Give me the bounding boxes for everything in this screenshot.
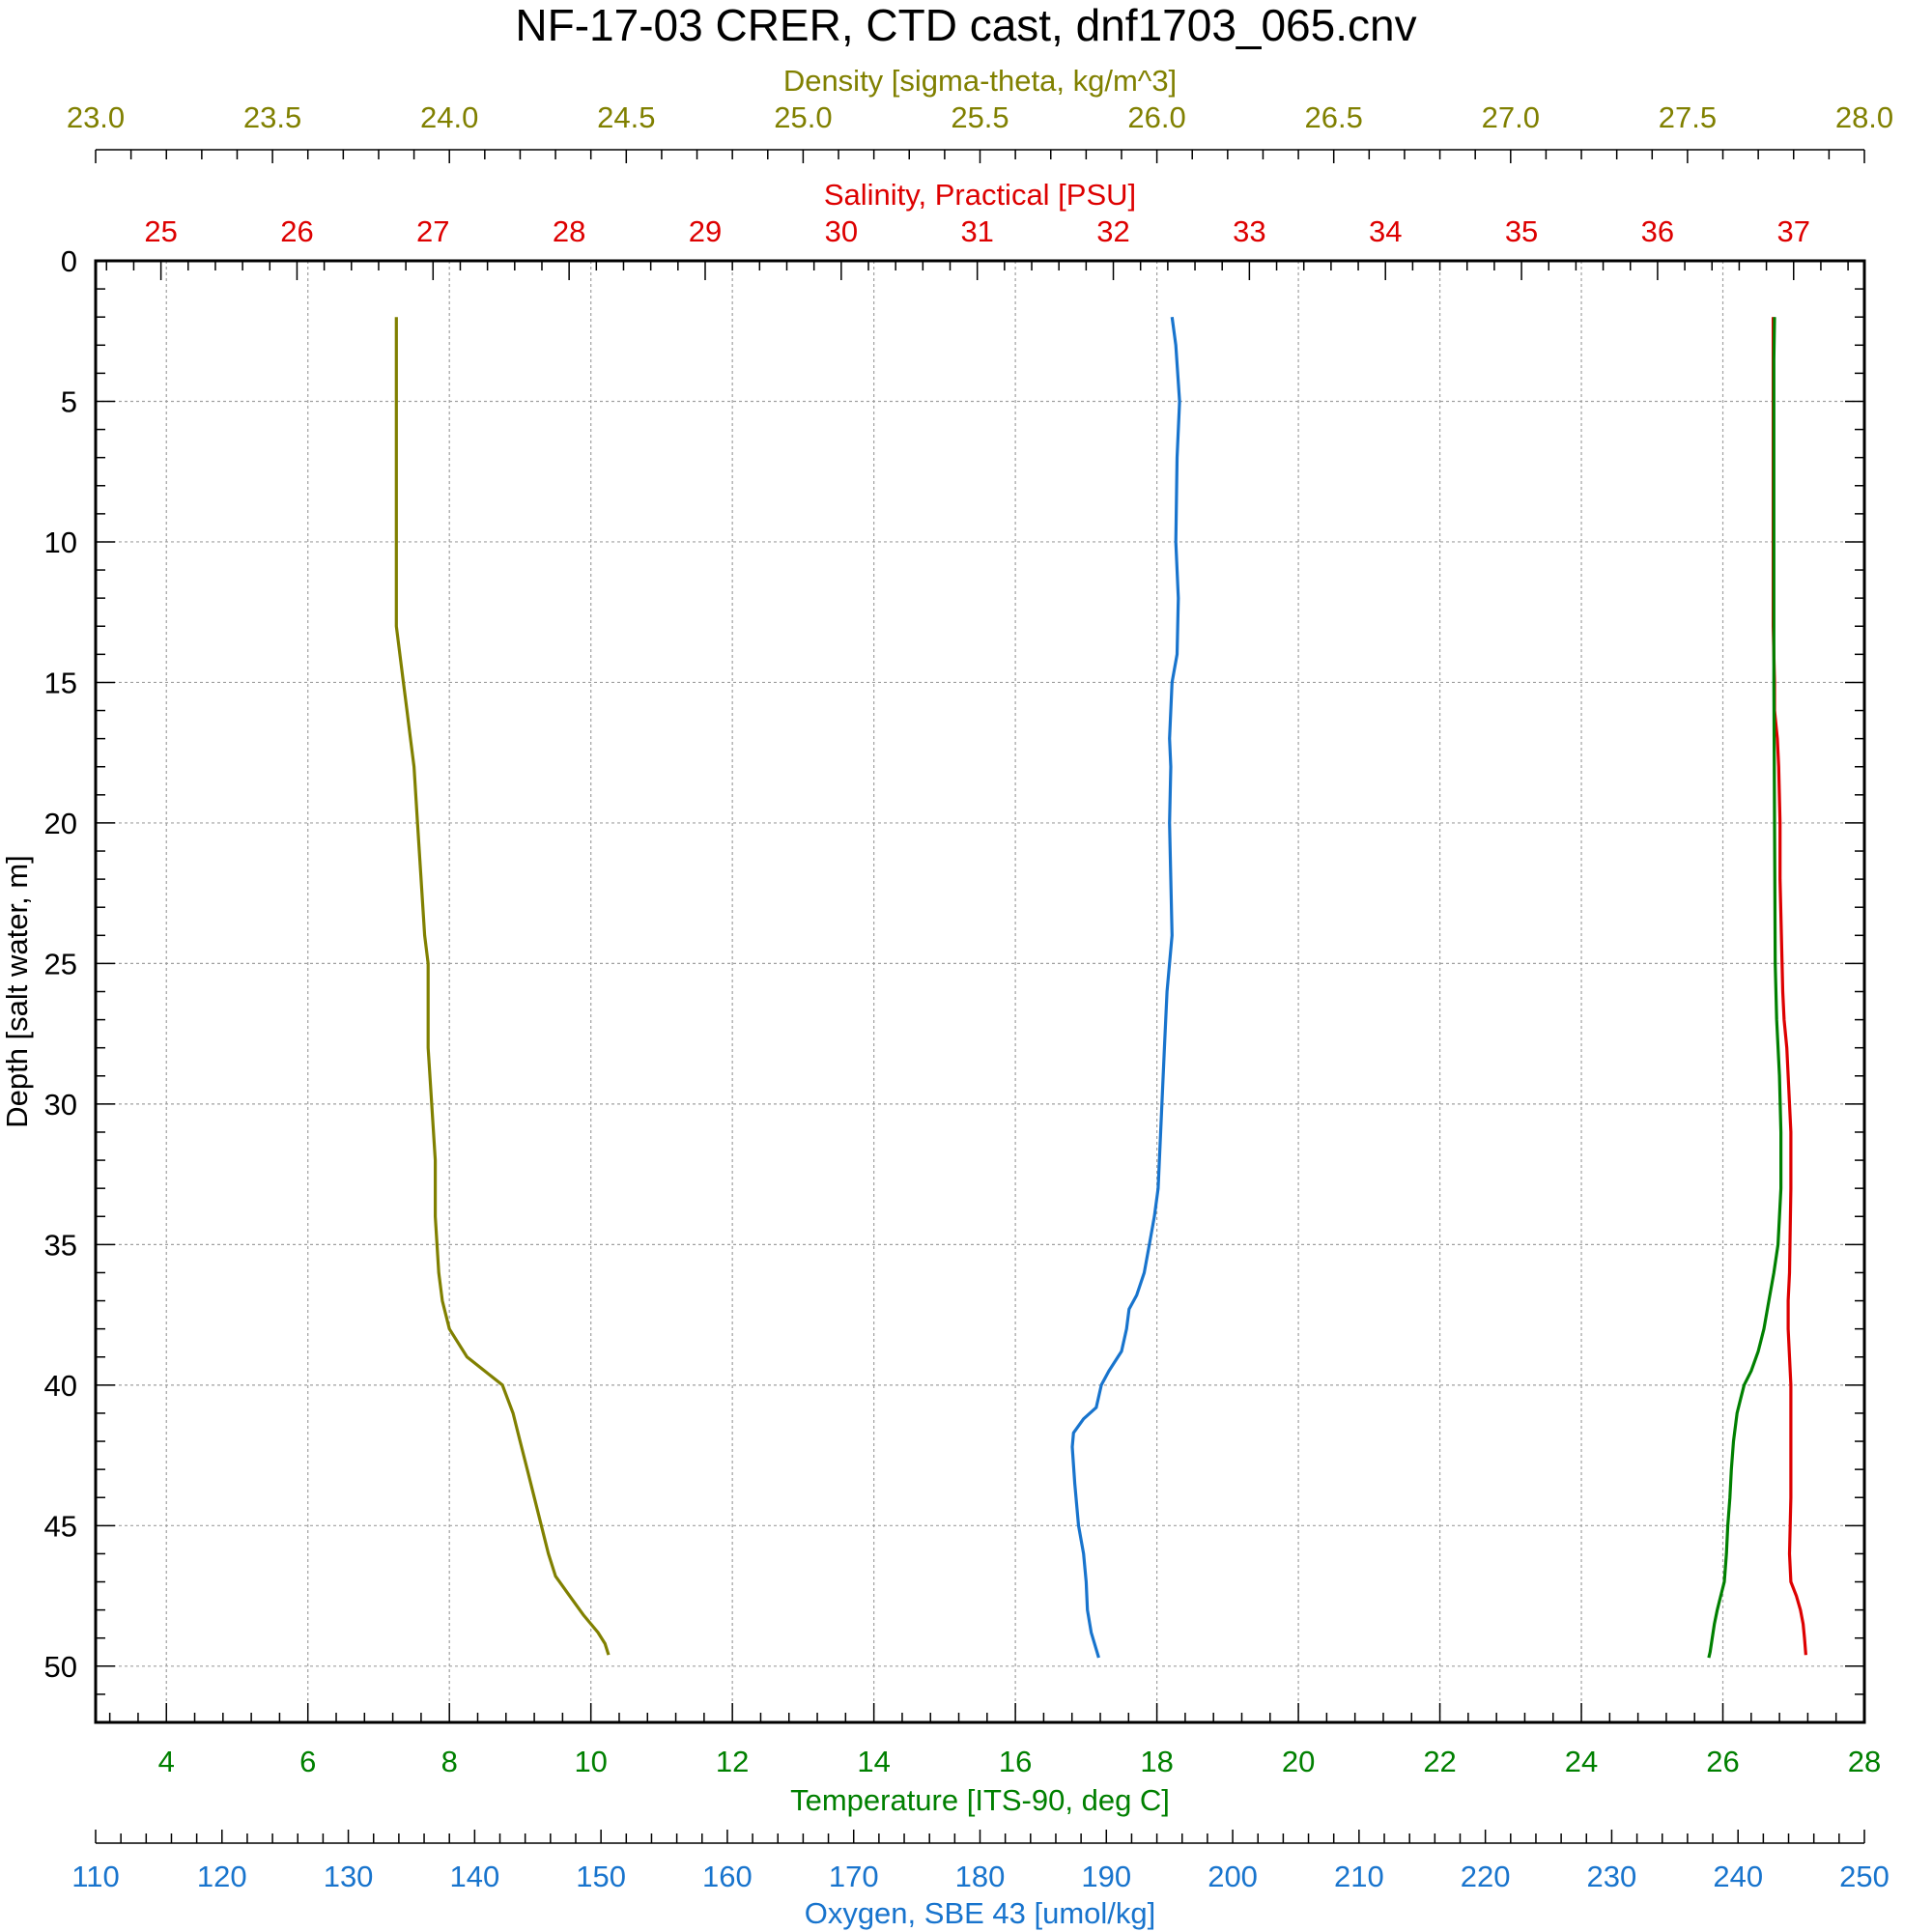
temperature-tick-label: 10 [574, 1745, 607, 1778]
salinity-tick-label: 36 [1641, 214, 1674, 248]
temperature-tick-label: 14 [857, 1745, 890, 1778]
salinity-tick-label: 28 [553, 214, 585, 248]
y-tick-label: 10 [44, 526, 77, 559]
oxygen-tick-label: 140 [449, 1860, 499, 1893]
salinity-tick-label: 37 [1777, 214, 1810, 248]
density-tick-label: 25.5 [951, 100, 1009, 134]
density-tick-label: 25.0 [774, 100, 832, 134]
salinity-tick-label: 33 [1233, 214, 1265, 248]
salinity-tick-label: 29 [689, 214, 722, 248]
temperature-tick-label: 6 [299, 1745, 316, 1778]
density-series-line [394, 317, 611, 1656]
temperature-tick-label: 20 [1282, 1745, 1315, 1778]
density-tick-label: 27.5 [1659, 100, 1717, 134]
chart-title: NF-17-03 CRER, CTD cast, dnf1703_065.cnv [515, 0, 1416, 50]
oxygen-tick-label: 210 [1334, 1860, 1384, 1893]
temperature-tick-label: 26 [1706, 1745, 1739, 1778]
oxygen-tick-label: 170 [829, 1860, 879, 1893]
oxygen-tick-label: 160 [702, 1860, 753, 1893]
oxygen-tick-label: 220 [1461, 1860, 1511, 1893]
temperature-tick-label: 12 [716, 1745, 749, 1778]
density-tick-label: 28.0 [1835, 100, 1893, 134]
plot-frame [94, 259, 1866, 1724]
salinity-tick-label: 31 [960, 214, 993, 248]
density-tick-label: 26.5 [1305, 100, 1363, 134]
temperature-tick-label: 4 [158, 1745, 175, 1778]
grid-lines [96, 261, 1864, 1722]
density-tick-label: 23.5 [243, 100, 301, 134]
oxygen-tick-label: 120 [197, 1860, 247, 1893]
oxygen-tick-label: 240 [1713, 1860, 1763, 1893]
y-axis-label: Depth [salt water, m] [0, 855, 34, 1128]
density-tick-label: 24.5 [597, 100, 655, 134]
oxygen-tick-label: 250 [1839, 1860, 1889, 1893]
y-tick-label: 0 [61, 244, 77, 278]
salinity-tick-label: 30 [825, 214, 858, 248]
y-tick-label: 25 [44, 947, 77, 980]
oxygen-tick-label: 230 [1587, 1860, 1637, 1893]
y-tick-label: 5 [61, 384, 77, 418]
oxygen-tick-label: 190 [1081, 1860, 1131, 1893]
salinity-tick-label: 35 [1505, 214, 1538, 248]
density-axis-label: Density [sigma-theta, kg/m^3] [783, 64, 1177, 98]
density-tick-label: 26.0 [1127, 100, 1185, 134]
temperature-tick-label: 24 [1565, 1745, 1598, 1778]
oxygen-tick-label: 180 [955, 1860, 1006, 1893]
y-tick-label: 45 [44, 1509, 77, 1543]
density-tick-label: 27.0 [1482, 100, 1540, 134]
salinity-tick-label: 32 [1096, 214, 1129, 248]
chart-axes: 0 5 10 15 20 25 30 35 40 45 50 Depth [salt water, m… [0, 64, 1893, 1930]
temperature-series-line [1707, 317, 1783, 1659]
oxygen-tick-label: 110 [71, 1860, 119, 1893]
y-tick-label: 30 [44, 1088, 77, 1122]
y-tick-label: 40 [44, 1369, 77, 1403]
y-tick-label: 50 [44, 1650, 77, 1684]
salinity-axis-label: Salinity, Practical [PSU] [824, 178, 1136, 212]
temperature-tick-label: 28 [1848, 1745, 1881, 1778]
salinity-tick-label: 27 [416, 214, 449, 248]
salinity-tick-label: 25 [144, 214, 177, 248]
temperature-axis-label: Temperature [ITS-90, deg C] [790, 1783, 1170, 1817]
density-tick-label: 23.0 [67, 100, 125, 134]
y-tick-label: 15 [44, 666, 77, 699]
y-tick-label: 35 [44, 1228, 77, 1262]
salinity-tick-label: 34 [1369, 214, 1402, 248]
salinity-tick-label: 26 [280, 214, 313, 248]
oxygen-tick-label: 130 [324, 1860, 374, 1893]
temperature-tick-label: 18 [1140, 1745, 1173, 1778]
oxygen-tick-label: 200 [1208, 1860, 1258, 1893]
y-tick-label: 20 [44, 807, 77, 840]
oxygen-axis-label: Oxygen, SBE 43 [umol/kg] [805, 1896, 1156, 1930]
oxygen-series-line [1070, 316, 1181, 1659]
density-tick-label: 24.0 [420, 100, 478, 134]
temperature-tick-label: 22 [1423, 1745, 1456, 1778]
temperature-tick-label: 16 [999, 1745, 1032, 1778]
temperature-tick-label: 8 [441, 1745, 458, 1778]
data-series [394, 316, 1807, 1659]
salinity-series-line [1771, 317, 1807, 1656]
oxygen-tick-label: 150 [576, 1860, 626, 1893]
